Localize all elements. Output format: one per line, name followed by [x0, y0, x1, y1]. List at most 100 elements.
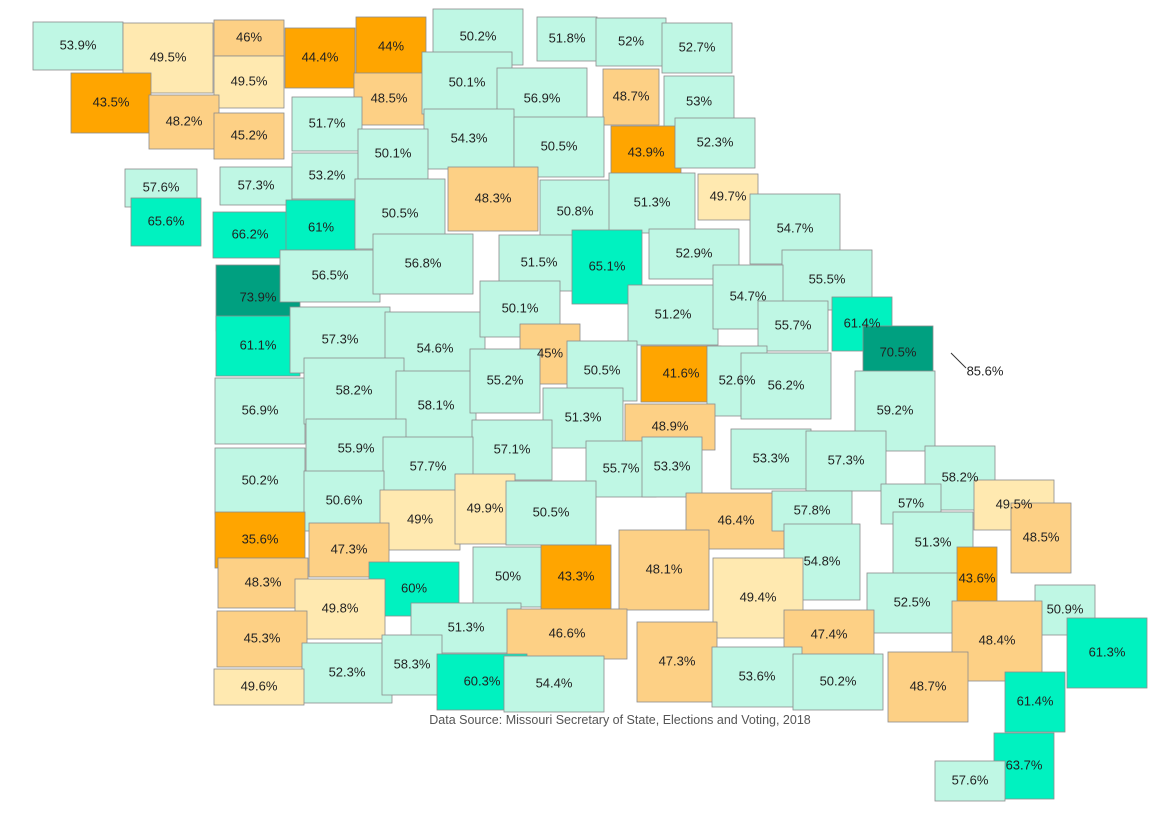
county-shape: [423, 108, 515, 170]
county-shape: [213, 112, 285, 160]
county-shape: [602, 68, 660, 126]
county-value-label: 48.1%: [646, 561, 683, 576]
county-value-label: 52.3%: [697, 134, 734, 149]
county-value-label: 50%: [495, 568, 521, 583]
county-value-label: 48.3%: [475, 190, 512, 205]
county-value-label: 47.4%: [811, 626, 848, 641]
county-value-label: 52.7%: [679, 39, 716, 54]
county-shape: [214, 447, 306, 515]
county-value-label: 53%: [686, 93, 712, 108]
county-value-label: 65.6%: [148, 213, 185, 228]
county-value-label: 49.6%: [241, 678, 278, 693]
county-value-label: 61.1%: [240, 337, 277, 352]
county-shape: [792, 653, 884, 711]
county-value-label: 53.2%: [309, 167, 346, 182]
county-value-label: 55.9%: [338, 440, 375, 455]
county-shape: [70, 72, 152, 134]
county-value-label: 35.6%: [242, 531, 279, 546]
county-value-label: 43.6%: [959, 570, 996, 585]
label-leader-line: [950, 352, 967, 369]
county-value-label: 51.8%: [549, 30, 586, 45]
county-value-label: 56.5%: [312, 267, 349, 282]
county-shape: [627, 284, 719, 346]
county-shape: [279, 249, 381, 303]
county-shape: [447, 166, 539, 232]
county-value-label: 57.3%: [828, 452, 865, 467]
county-shape: [472, 546, 544, 608]
county-value-label: 43.5%: [93, 94, 130, 109]
county-value-label: 52.5%: [894, 594, 931, 609]
county-shape: [934, 760, 1006, 802]
county-shape: [454, 473, 516, 545]
county-value-label: 50.5%: [533, 504, 570, 519]
county-value-label: 50.2%: [242, 472, 279, 487]
county-value-label: 61.4%: [844, 315, 881, 330]
county-value-label: 63.7%: [1006, 757, 1043, 772]
county-shape: [303, 470, 385, 532]
county-value-label: 45.2%: [231, 127, 268, 142]
county-value-label: 48.7%: [613, 88, 650, 103]
county-value-label: 48.4%: [979, 632, 1016, 647]
county-shape: [213, 55, 285, 109]
county-value-label: 46.6%: [549, 625, 586, 640]
county-value-label: 50.9%: [1047, 601, 1084, 616]
county-shape: [1066, 617, 1148, 689]
county-value-label: 66.2%: [232, 226, 269, 241]
county-value-label: 50.5%: [382, 205, 419, 220]
county-shape: [213, 19, 285, 57]
county-value-label: 50.1%: [375, 145, 412, 160]
county-shape: [217, 557, 309, 609]
county-value-label: 53.9%: [60, 37, 97, 52]
county-value-label: 56.9%: [524, 90, 561, 105]
county-value-label: 49%: [407, 511, 433, 526]
county-value-label: 56.9%: [242, 402, 279, 417]
county-value-label: 51.3%: [565, 409, 602, 424]
county-shape: [697, 173, 759, 221]
data-source-note: Data Source: Missouri Secretary of State…: [429, 713, 811, 727]
county-value-label: 53.6%: [739, 668, 776, 683]
county-value-label: 54.8%: [804, 553, 841, 568]
county-value-label: 65.1%: [589, 258, 626, 273]
county-value-label: 50.6%: [326, 492, 363, 507]
county-labels: 53.9% 49.5% 46% 44.4% 44% 50.2% 51.8% 52% 52.7% 4…: [60, 28, 1126, 787]
county-value-label: 57.3%: [238, 177, 275, 192]
county-value-label: 52.3%: [329, 664, 366, 679]
county-shape: [740, 352, 832, 420]
county-value-label: 50.2%: [460, 28, 497, 43]
county-value-label: 85.6%: [967, 363, 1004, 378]
county-value-label: 54.3%: [451, 130, 488, 145]
county-shape: [303, 357, 405, 425]
county-value-label: 61.4%: [1017, 693, 1054, 708]
county-shape: [379, 489, 461, 551]
county-value-label: 45.3%: [244, 630, 281, 645]
county-value-label: 57.6%: [952, 772, 989, 787]
county-value-label: 58.1%: [418, 397, 455, 412]
county-shape: [887, 651, 969, 723]
county-shape: [395, 370, 477, 442]
county-value-label: 61%: [308, 219, 334, 234]
county-value-label: 57.3%: [322, 331, 359, 346]
county-shape: [284, 27, 356, 89]
county-shape: [757, 300, 829, 352]
county-shape: [505, 480, 597, 546]
county-shape: [357, 128, 429, 180]
county-value-label: 53.3%: [753, 450, 790, 465]
county-shape: [1010, 502, 1072, 574]
county-shape: [291, 96, 363, 152]
county-shape: [674, 117, 756, 169]
county-value-label: 50.5%: [541, 138, 578, 153]
county-value-label: 47.3%: [331, 541, 368, 556]
county-value-label: 49.5%: [231, 73, 268, 88]
county-shapes: [32, 8, 1148, 802]
county-value-label: 58.3%: [394, 656, 431, 671]
county-shape: [212, 211, 288, 259]
county-value-label: 53.3%: [654, 458, 691, 473]
county-value-label: 48.7%: [910, 678, 947, 693]
county-shape: [32, 21, 124, 71]
county-value-label: 57.8%: [794, 502, 831, 517]
county-value-label: 50.5%: [584, 362, 621, 377]
county-value-label: 50.1%: [449, 74, 486, 89]
county-value-label: 50.8%: [557, 203, 594, 218]
county-value-label: 44.4%: [302, 49, 339, 64]
